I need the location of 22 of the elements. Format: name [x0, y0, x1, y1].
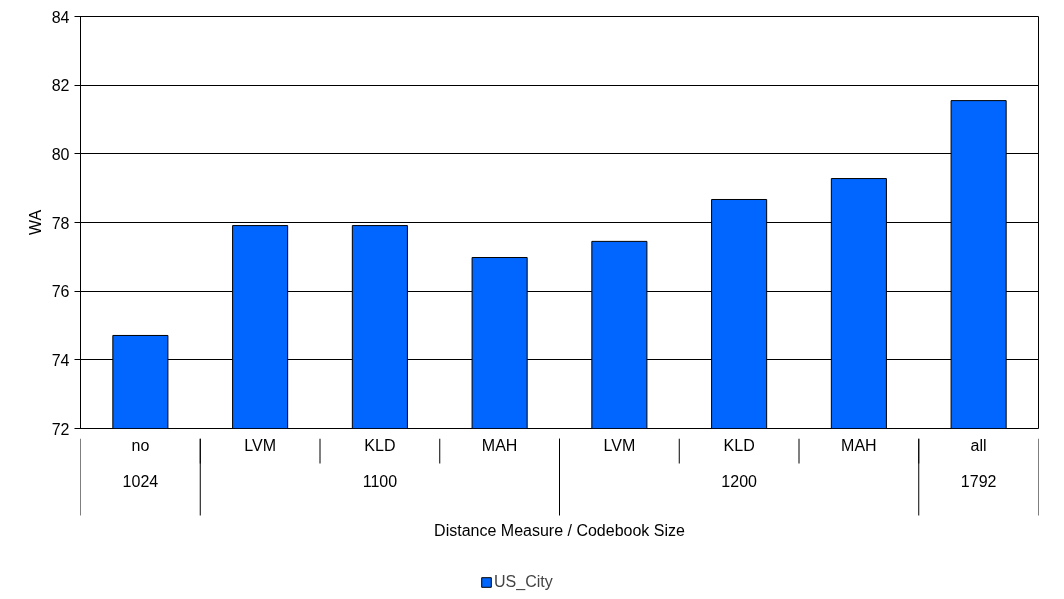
y-tick-label: 84: [51, 8, 70, 26]
text: 1200: [721, 472, 758, 490]
y-tick-label: 72: [51, 420, 70, 438]
legend-label: US_City: [494, 573, 553, 591]
x-tick-label: all: [970, 437, 987, 454]
text: 1024: [122, 472, 159, 490]
x-tick-label: MAH: [841, 437, 877, 454]
y-tick-label: 74: [51, 351, 70, 369]
y-tick-label: 80: [51, 145, 70, 163]
y-tick-label: 78: [51, 214, 70, 232]
y-tick-label: 76: [51, 283, 70, 301]
text: 1792: [960, 472, 997, 490]
x-tick-label: KLD: [723, 437, 755, 454]
y-axis-title: WA: [26, 209, 44, 236]
x-axis-title: Distance Measure / Codebook Size: [434, 522, 685, 539]
x-tick-label: KLD: [364, 437, 396, 454]
x-tick-label: LVM: [244, 437, 276, 454]
x-tick-label: MAH: [481, 437, 518, 454]
x-tick-label: no: [131, 437, 150, 454]
x-tick-label: LVM: [603, 437, 636, 454]
y-tick-label: 82: [51, 77, 70, 95]
text: 1100: [362, 472, 398, 490]
